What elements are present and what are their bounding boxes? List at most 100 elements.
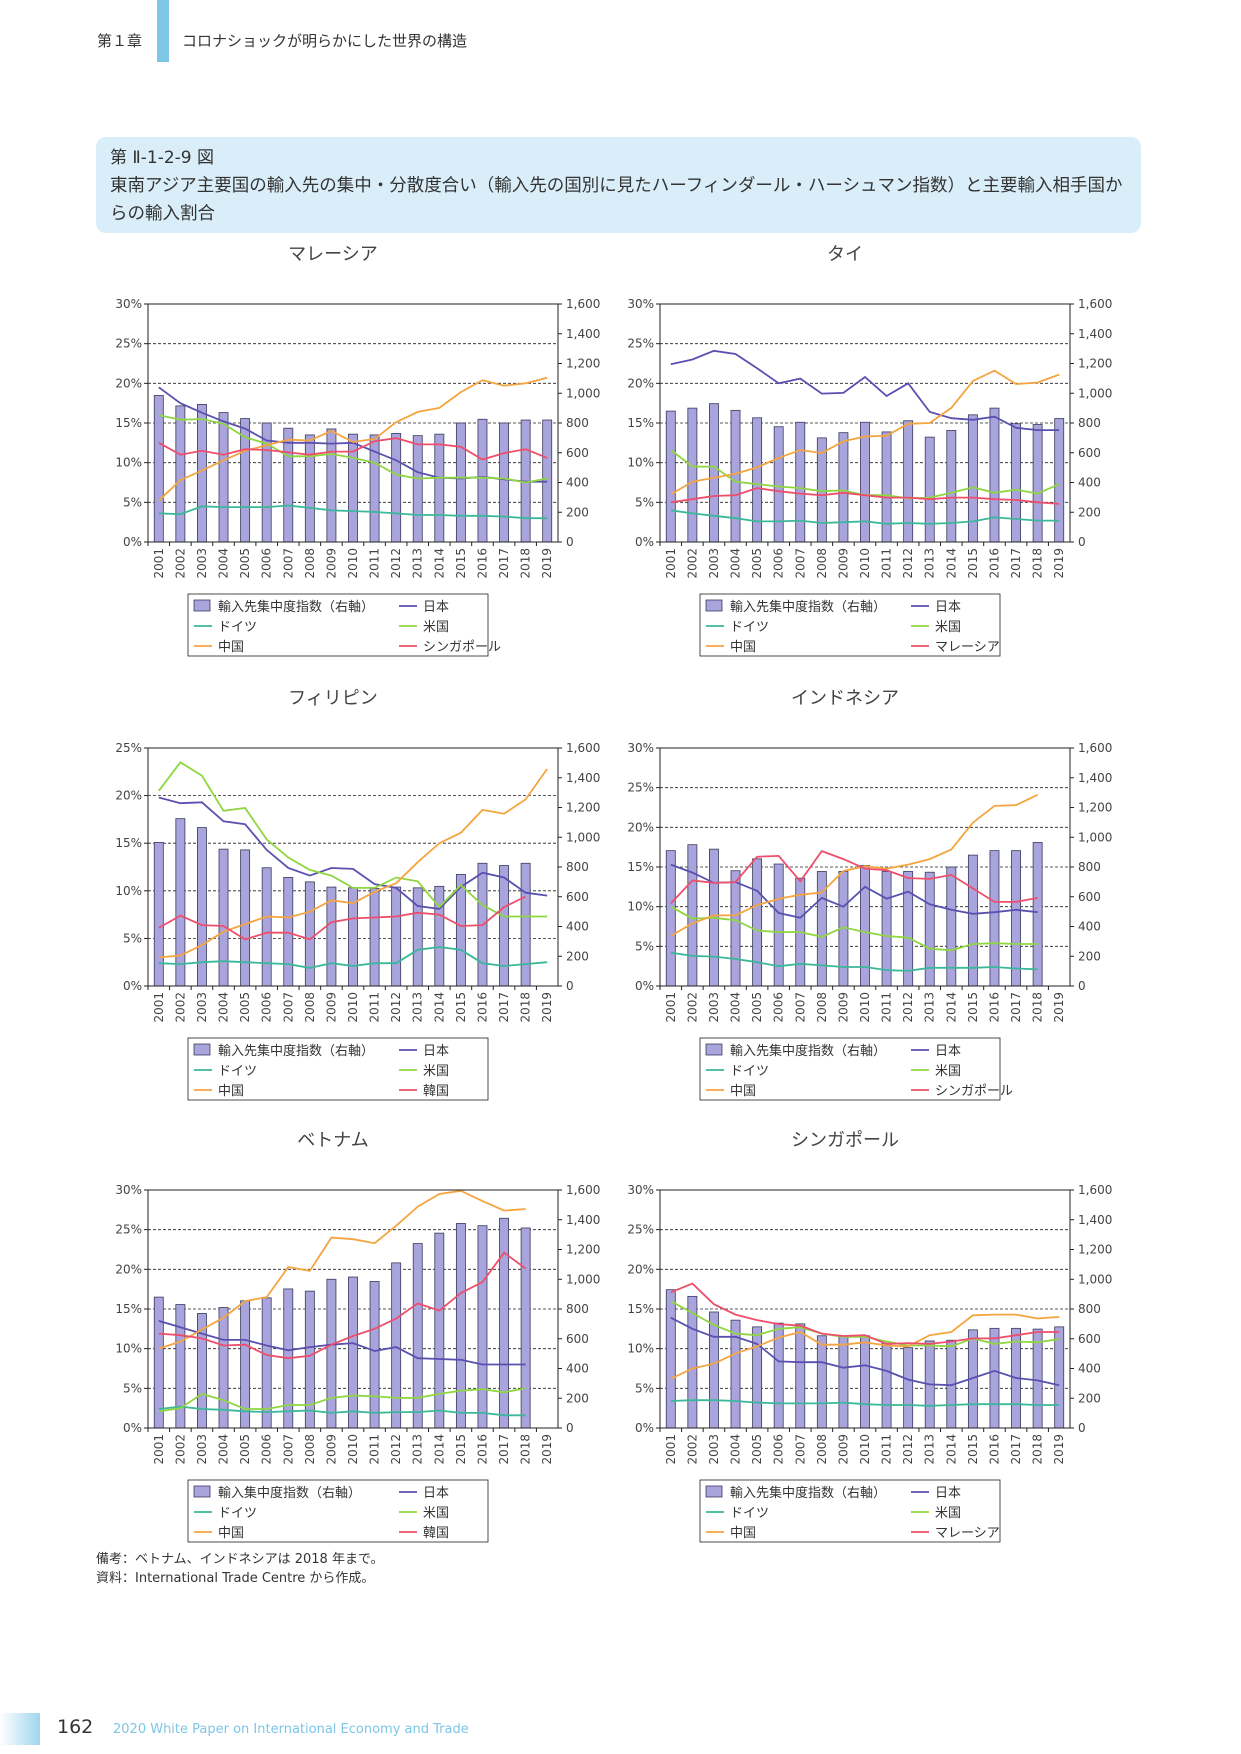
y-left-tick-label: 20% (627, 820, 654, 834)
bar (1032, 424, 1043, 543)
x-tick-label: 2017 (497, 1434, 511, 1465)
y-right-tick-label: 800 (566, 1302, 589, 1316)
bar (283, 877, 294, 987)
bar (175, 818, 186, 987)
bar (477, 1225, 488, 1429)
x-tick-label: 2010 (346, 548, 360, 579)
legend-box (187, 593, 489, 657)
bar (665, 850, 676, 987)
y-right-tick-label: 400 (566, 920, 589, 934)
x-tick-label: 2006 (772, 1434, 786, 1465)
x-tick-label: 2009 (836, 992, 850, 1023)
x-tick-label: 2017 (497, 992, 511, 1023)
bar (304, 434, 315, 543)
bar (499, 422, 509, 543)
chapter-label: 第１章 (97, 32, 143, 50)
legend-label: 米国 (423, 1506, 449, 1521)
y-left-tick-label: 10% (627, 456, 654, 470)
x-tick-label: 2015 (454, 1434, 468, 1465)
bar (153, 842, 164, 987)
y-left-tick-label: 0% (635, 535, 654, 549)
x-tick-label: 2011 (880, 992, 894, 1023)
bar (687, 1295, 698, 1429)
series-line (158, 1320, 526, 1366)
series-line (670, 1313, 1060, 1380)
legend-label: 韓国 (423, 1526, 449, 1541)
x-tick-label: 2006 (772, 992, 786, 1023)
x-tick-label: 2005 (750, 1434, 764, 1465)
bar (1054, 1326, 1065, 1429)
bar (816, 1335, 827, 1429)
x-tick-label: 2001 (152, 992, 166, 1023)
bar (175, 405, 186, 543)
legend-label: 輸入先集中度指数（右軸） (218, 599, 374, 615)
x-tick-label: 2004 (217, 548, 231, 579)
x-tick-label: 2011 (368, 1434, 382, 1465)
y-right-tick-label: 800 (1078, 416, 1101, 430)
chart-svg: マレーシア 0% 5% 10% 15% 20% 25% 30% 0 200 400 600 800 1,0… (115, 244, 600, 657)
legend-label: 米国 (423, 1064, 449, 1079)
y-right-tick-label: 1,600 (1078, 1183, 1112, 1197)
footer-title: 2020 White Paper on International Econom… (113, 1722, 469, 1737)
x-tick-label: 2016 (987, 1434, 1001, 1465)
x-tick-label: 2012 (901, 1434, 915, 1465)
legend-label: 中国 (730, 1526, 756, 1541)
chapter-accent-bar (157, 0, 169, 62)
x-tick-label: 2014 (432, 992, 446, 1023)
chart-svg: シンガポール 0% 5% 10% 15% 20% 25% 30% 0 200 400 600 800 1,… (627, 1130, 1112, 1543)
legend-label: ドイツ (730, 1506, 769, 1521)
bar (304, 881, 315, 987)
series-line (158, 1251, 527, 1360)
bar (520, 1227, 531, 1429)
chart-title: シンガポール (791, 1130, 899, 1151)
bar (369, 1281, 380, 1429)
x-tick-label: 2007 (793, 1434, 807, 1465)
bar (218, 412, 229, 543)
y-left-tick-label: 30% (627, 1183, 654, 1197)
chart-thailand: タイ 0% 5% 10% 15% 20% 25% 30% 0 200 400 600 800 1,000 1… (612, 240, 1132, 669)
y-left-tick-label: 5% (635, 939, 654, 953)
x-tick-label: 2019 (1052, 1434, 1066, 1465)
x-tick-label: 2009 (324, 548, 338, 579)
y-right-tick-label: 1,000 (566, 830, 600, 844)
bar (499, 1217, 509, 1429)
x-tick-label: 2012 (389, 992, 403, 1023)
x-tick-label: 2018 (1031, 1434, 1045, 1465)
y-right-tick-label: 600 (1078, 890, 1101, 904)
y-right-tick-label: 1,200 (566, 357, 600, 371)
x-tick-label: 2005 (750, 992, 764, 1023)
x-tick-label: 2018 (1031, 992, 1045, 1023)
chart-philippines: フィリピン 0% 5% 10% 15% 20% 25% 0 200 400 600 800 1,000 1… (100, 684, 620, 1113)
series-line (670, 369, 1060, 496)
note-source: 資料：International Trade Centre から作成。 (96, 1571, 375, 1586)
bar (1011, 850, 1021, 987)
x-tick-label: 2013 (923, 548, 937, 579)
bar (730, 870, 741, 987)
y-left-tick-label: 20% (115, 1262, 142, 1276)
y-left-tick-label: 0% (123, 1421, 142, 1435)
y-right-tick-label: 400 (566, 476, 589, 490)
x-tick-label: 2004 (729, 548, 743, 579)
y-right-tick-label: 0 (566, 1421, 574, 1435)
legend-label: マレーシア (935, 1526, 1000, 1541)
legend-label: 日本 (935, 1486, 961, 1501)
x-tick-label: 2014 (944, 548, 958, 579)
bar (391, 1262, 402, 1429)
bar (197, 404, 207, 543)
bar (326, 428, 337, 543)
series-line (158, 796, 548, 910)
bar (967, 414, 978, 543)
x-tick-label: 2006 (260, 992, 274, 1023)
series-line (158, 376, 548, 502)
bar (455, 1223, 466, 1429)
series-line (158, 895, 526, 941)
y-left-tick-label: 15% (627, 1302, 654, 1316)
x-tick-label: 2017 (497, 548, 511, 579)
x-tick-label: 2007 (793, 548, 807, 579)
legend-label: 中国 (730, 1084, 756, 1099)
y-right-tick-label: 0 (1078, 979, 1086, 993)
series-line (670, 1316, 1060, 1387)
y-right-tick-label: 600 (566, 446, 589, 460)
x-tick-label: 2016 (987, 992, 1001, 1023)
y-left-tick-label: 5% (635, 1381, 654, 1395)
